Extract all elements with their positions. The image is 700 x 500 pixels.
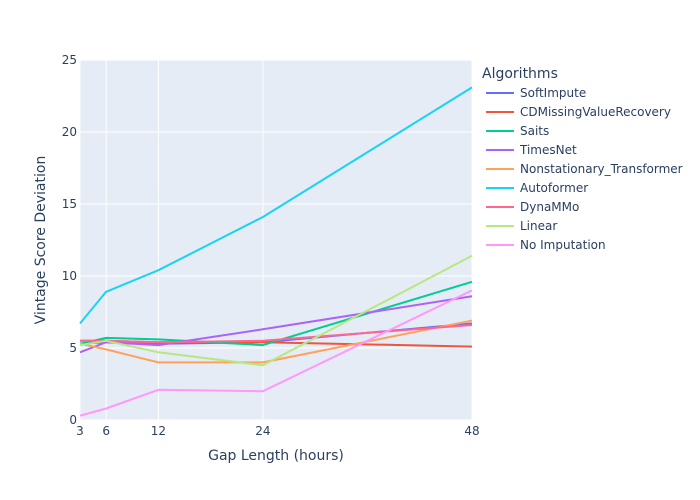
y-tick-label: 5 xyxy=(69,341,77,355)
x-tick-label: 3 xyxy=(76,424,84,438)
legend-label: Linear xyxy=(520,219,557,233)
series-line-timesnet xyxy=(79,295,473,354)
legend-items[interactable]: SoftImpute CDMissingValueRecovery Saits Tim… xyxy=(486,86,683,252)
legend-title: Algorithms xyxy=(482,66,558,82)
series-line-linear xyxy=(79,254,473,367)
legend-item[interactable]: Saits xyxy=(486,124,549,138)
legend-label: TimesNet xyxy=(519,143,577,157)
legend-item[interactable]: Nonstationary_Transformer xyxy=(486,162,683,176)
legend-label: No Imputation xyxy=(520,238,606,252)
y-axis-title: Vintage Score Deviation xyxy=(33,156,49,325)
legend-label: Saits xyxy=(520,124,549,138)
plot-area xyxy=(80,60,472,420)
x-tick-label: 12 xyxy=(151,424,166,438)
legend-label: Nonstationary_Transformer xyxy=(520,162,683,176)
legend-item[interactable]: No Imputation xyxy=(486,238,606,252)
legend-item[interactable]: Linear xyxy=(486,219,557,233)
series-line-no-imputation xyxy=(79,289,473,417)
series-line-nonstationary-transformer xyxy=(79,319,473,364)
legend-item[interactable]: SoftImpute xyxy=(486,86,586,100)
x-tick-label: 24 xyxy=(255,424,270,438)
legend-item[interactable]: Autoformer xyxy=(486,181,588,195)
legend-label: DynaMMo xyxy=(520,200,579,214)
legend-label: SoftImpute xyxy=(520,86,586,100)
y-tick-label: 10 xyxy=(62,269,77,283)
x-tick-label: 48 xyxy=(464,424,479,438)
y-tick-label: 25 xyxy=(62,53,77,67)
legend[interactable]: Algorithms SoftImpute CDMissingValueRecov… xyxy=(482,66,683,252)
y-tick-label: 15 xyxy=(62,197,77,211)
y-tick-label: 0 xyxy=(69,413,77,427)
y-tick-label: 20 xyxy=(62,125,77,139)
series-line-dynammo xyxy=(80,324,473,344)
series-lines xyxy=(79,86,473,417)
legend-label: CDMissingValueRecovery xyxy=(520,105,671,119)
legend-item[interactable]: TimesNet xyxy=(486,143,577,157)
legend-label: Autoformer xyxy=(520,181,588,195)
legend-item[interactable]: CDMissingValueRecovery xyxy=(486,105,671,119)
grid-lines xyxy=(79,59,473,421)
series-line-autoformer xyxy=(79,86,473,325)
legend-item[interactable]: DynaMMo xyxy=(486,200,579,214)
x-axis-title: Gap Length (hours) xyxy=(208,448,344,464)
tick-labels: 3 6 12 24 48 0 5 10 15 20 25 xyxy=(62,53,480,438)
x-tick-label: 6 xyxy=(102,424,110,438)
